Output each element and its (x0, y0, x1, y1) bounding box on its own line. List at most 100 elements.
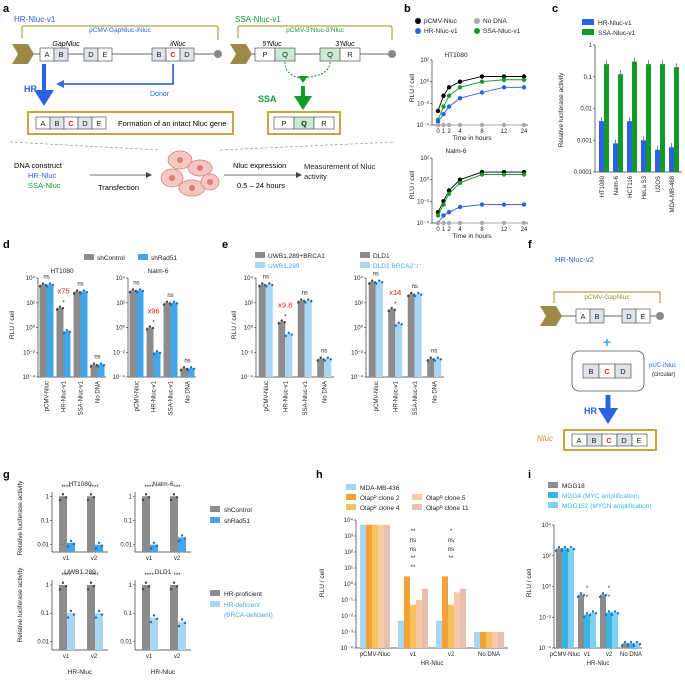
sig-label: **** (89, 573, 99, 579)
sig-label: ns (410, 538, 416, 544)
fold-change: x9.8 (278, 301, 292, 310)
bar (317, 358, 325, 377)
data-point (94, 616, 98, 619)
data-point (378, 279, 381, 282)
bar (153, 352, 161, 377)
data-point (420, 293, 423, 296)
data-point (598, 595, 602, 599)
legend-entry: shRad51 (151, 255, 177, 262)
data-point (189, 366, 193, 369)
x-tick-label: pCMV-Nluc (135, 381, 141, 411)
data-point (457, 204, 463, 210)
data-point (61, 581, 65, 584)
sig-label: ns (77, 282, 83, 288)
ssa-arrow-label: SSA (258, 94, 277, 104)
y-tick-label: 10⁻² (417, 101, 429, 107)
bar-chart-d-ht1080: HT1080 RLU / cell 10⁴ 10² 10⁰ 10⁻² 10⁻⁴ pCMV-… (9, 268, 106, 415)
data-point (572, 547, 576, 551)
fold-change: x96 (147, 307, 159, 316)
data-point (61, 307, 65, 310)
x-tick-label: pCMV-Nluc (550, 652, 580, 658)
legend-entry: UWB1.289+BRCA1 (268, 253, 325, 260)
ssa-box-label: Q (327, 50, 333, 59)
y-tick-label: 1 (129, 494, 133, 500)
data-point (283, 320, 286, 324)
y-axis-label: RLU / cell (409, 170, 416, 199)
data-point (179, 369, 183, 372)
data-point (92, 496, 96, 499)
sig-label: * (586, 595, 589, 601)
bar (454, 592, 460, 648)
hr-box-label: E (102, 50, 107, 59)
panel-letter-c: c (552, 3, 558, 15)
data-point (582, 615, 586, 619)
cells-icon (160, 150, 220, 197)
bar (150, 544, 158, 552)
bar (627, 121, 632, 172)
bar (618, 74, 623, 172)
bar (669, 147, 674, 172)
bar (562, 548, 568, 648)
data-point (501, 122, 507, 128)
data-point (141, 289, 145, 293)
bar (442, 576, 448, 648)
product-box: D (621, 436, 627, 445)
data-point (604, 594, 608, 597)
data-point (521, 122, 527, 128)
data-point (89, 493, 93, 496)
ssa-product-box: P (281, 119, 286, 128)
panel-letter-g: g (3, 469, 10, 481)
ssa-construct-title: SSA-Nluc-v1 (235, 15, 281, 24)
data-point (58, 498, 62, 502)
data-point (300, 298, 303, 301)
x-tick-label: pCMV-Nluc (374, 381, 380, 411)
x-tick-label: 24 (521, 129, 528, 135)
y-axis-label: RLU / cell (231, 310, 238, 339)
bar (407, 294, 415, 377)
x-tick-label: No DNA (620, 652, 642, 658)
panel-g-legend: shControl shRad51 HR-proficient HR-defic… (210, 506, 273, 619)
sig-label: ** (411, 565, 416, 571)
construct-label: DNA construct (14, 161, 63, 170)
data-point (521, 202, 527, 207)
ssa-product-box: Q (301, 119, 307, 128)
formation-text: Formation of an intact Nluc gene (118, 119, 226, 128)
bar (304, 300, 312, 377)
data-point (414, 294, 417, 298)
legend-entry: HR-proficient (224, 591, 262, 598)
sig-label: ** (449, 556, 454, 562)
legend-entry: shControl (97, 255, 125, 262)
data-point (169, 588, 173, 591)
y-tick-label: 10⁻⁴ (539, 645, 552, 652)
x-axis-label: HR-Nluc (68, 669, 93, 676)
data-point (268, 282, 271, 285)
data-point (180, 534, 184, 537)
x-tick-label: Nalm-6 (614, 175, 620, 195)
y-tick-label: 10⁴ (116, 275, 126, 282)
product-box: A (576, 436, 581, 445)
series-line (437, 174, 524, 216)
data-point (554, 549, 558, 552)
data-point (147, 496, 151, 499)
y-tick-label: 10² (344, 550, 353, 556)
bar (73, 291, 81, 377)
data-point (479, 74, 485, 79)
bar (170, 302, 178, 377)
bar (427, 358, 435, 377)
bar (378, 524, 384, 648)
data-point (479, 79, 485, 84)
panel-letter-d: d (3, 239, 10, 251)
bar (146, 327, 154, 377)
y-tick-label: 0.0001 (574, 170, 593, 176)
x-tick-label: HR-Nluc-v1 (393, 380, 399, 412)
y-tick-label: 10⁰ (420, 79, 430, 86)
hr-product-box: A (40, 119, 45, 128)
bar (674, 67, 679, 172)
data-point (457, 180, 463, 186)
data-point (521, 85, 527, 90)
y-tick-label: 10⁰ (420, 177, 430, 184)
y-tick-label: 10⁻² (417, 199, 429, 205)
bar (599, 121, 604, 172)
x-tick-label: 12 (501, 227, 508, 233)
